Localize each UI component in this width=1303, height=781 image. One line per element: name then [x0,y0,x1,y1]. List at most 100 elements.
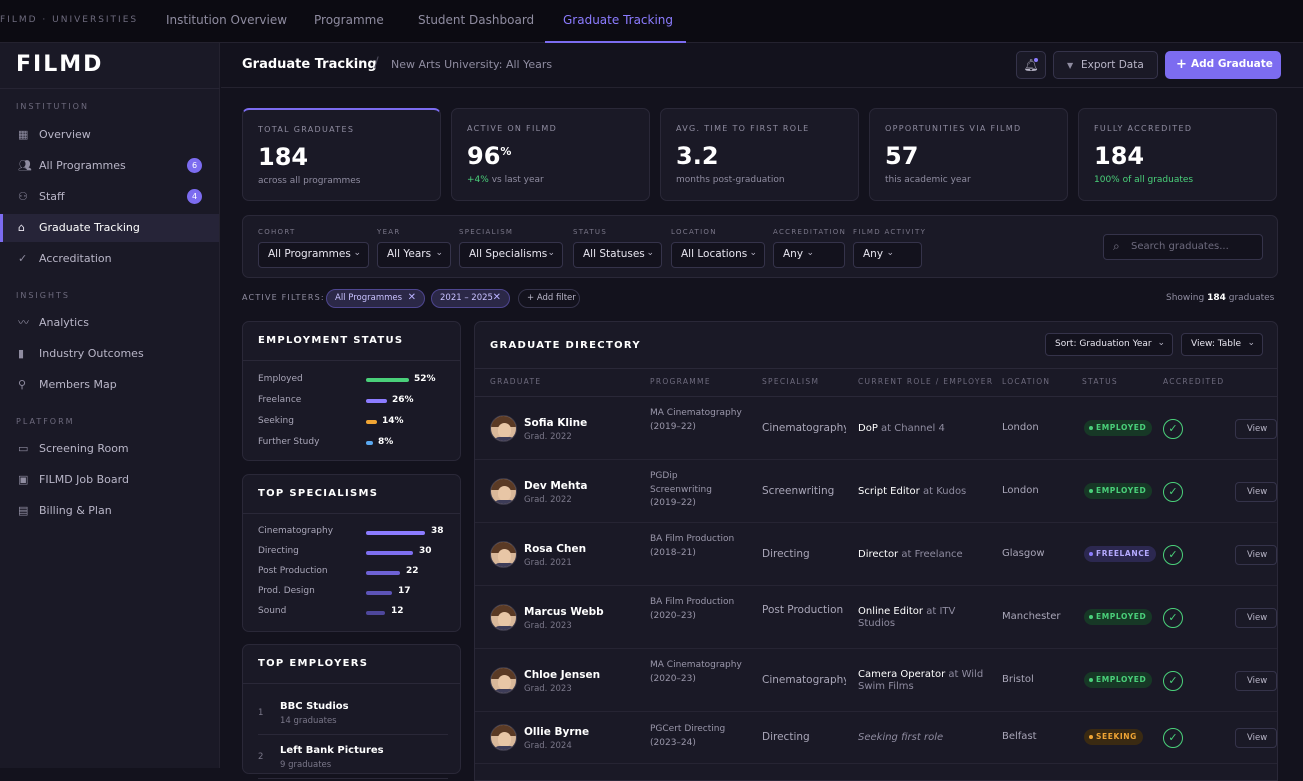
tab-institution-overview[interactable]: Institution Overview [166,13,288,27]
divider [243,513,460,514]
sidebar-item-screening-room[interactable]: ▭ Screening Room [0,435,219,463]
notifications-button[interactable]: 🔔︎ [1016,51,1046,79]
tab-programme[interactable]: Programme [314,13,384,27]
add-graduate-button[interactable]: + Add Graduate [1165,51,1281,79]
view-dropdown[interactable]: View: Table ⌄ [1181,333,1263,356]
table-row[interactable]: Sofia Kline Grad. 2022 MA Cinematography (… [475,397,1277,460]
stat-label: TOTAL GRADUATES [258,125,355,134]
sidebar-item-accreditation[interactable]: ✓ Accreditation [0,245,219,273]
table-row[interactable]: Chloe Jensen Grad. 2023 MA Cinematography … [475,649,1277,712]
employment-value: 26% [392,395,414,405]
specialism-bar [366,611,385,615]
close-icon[interactable]: ✕ [407,292,416,303]
current-role: DoP at Channel 4 [858,422,945,434]
tab-graduate-tracking[interactable]: Graduate Tracking [563,13,674,27]
programme-name: PGDip Screenwriting (2019–22) [650,471,712,508]
location: Bristol [1002,673,1034,685]
column-header-graduate[interactable]: GRADUATE [490,377,542,386]
view-button[interactable]: View [1235,728,1277,748]
status-badge: SEEKING [1084,729,1143,745]
location: Glasgow [1002,547,1045,559]
person-icon: ⚲ [18,378,27,391]
accreditation-select[interactable]: Any ⌄ [773,242,845,268]
employer-row[interactable]: 1 BBC Studios 14 graduates [258,695,448,735]
stat-sub: across all programmes [258,176,361,186]
stat-label: OPPORTUNITIES VIA FILMD [885,124,1022,133]
sidebar-item-graduate-tracking[interactable]: ⌂ Graduate Tracking [0,214,219,242]
cohort-select[interactable]: All Programmes ⌄ [258,242,369,268]
stat-label: ACTIVE ON FILMD [467,124,558,133]
table-row[interactable]: Rosa Chen Grad. 2021 BA Film Production (2… [475,523,1277,586]
graduate-name[interactable]: Marcus Webb [524,605,604,618]
sort-dropdown[interactable]: Sort: Graduation Year ⌄ [1045,333,1173,356]
filter-bar: COHORT All Programmes ⌄ YEAR All Years ⌄ S… [242,215,1278,278]
sidebar-item-job-board[interactable]: ▣ FILMD Job Board [0,466,219,494]
check-icon: ✓ [1163,728,1183,748]
check-icon: ✓ [1163,607,1183,628]
view-button[interactable]: View [1235,481,1277,502]
search-icon: ⌕ [1113,239,1120,253]
employment-row: Employed 52% [258,374,448,388]
graduate-name[interactable]: Rosa Chen [524,542,587,555]
specialism-label: Directing [258,546,299,556]
stat-value: 3.2 [676,142,719,170]
sidebar-item-members-map[interactable]: ⚲ Members Map [0,371,219,399]
specialism: Directing [762,547,810,560]
status-badge: EMPLOYED [1084,671,1153,688]
table-row[interactable]: Ollie Byrne Grad. 2024 PGCert Directing (2… [475,712,1277,764]
employer-row[interactable]: 2 Left Bank Pictures 9 graduates [258,739,448,779]
column-header-programme[interactable]: PROGRAMME [650,377,711,386]
sidebar-item-billing[interactable]: ▤ Billing & Plan [0,497,219,525]
location-select[interactable]: All Locations ⌄ [671,242,765,268]
view-button[interactable]: View [1235,418,1277,439]
graduate-name[interactable]: Sofia Kline [524,416,588,429]
search-input[interactable]: ⌕ Search graduates... [1103,234,1263,260]
filter-chip-programmes[interactable]: All Programmes ✕ [326,289,425,308]
filter-chip-years[interactable]: 2021 – 2025 ✕ [431,289,510,308]
view-button[interactable]: View [1235,670,1277,691]
table-row[interactable]: Dev Mehta Grad. 2022 PGDip Screenwriting (… [475,460,1277,523]
status-select[interactable]: All Statuses ⌄ [573,242,662,268]
view-button[interactable]: View [1235,607,1277,628]
add-filter-button[interactable]: + Add filter [518,289,580,308]
column-header-specialism[interactable]: SPECIALISM [762,377,820,386]
chevron-down-icon: ⌄ [646,248,654,258]
employment-bar [366,399,387,403]
sidebar-item-staff[interactable]: ⚇ Staff 4 [0,183,219,211]
graduate-name[interactable]: Chloe Jensen [524,668,601,681]
specialism-select[interactable]: All Specialisms ⌄ [459,242,563,268]
specialism: Cinematography [762,673,846,686]
column-header-role[interactable]: CURRENT ROLE / EMPLOYER [858,377,994,386]
chevron-down-icon: ⌄ [1157,338,1165,348]
sidebar-item-all-programmes[interactable]: 👥︎ All Programmes 6 [0,152,219,180]
logo: FILMD [16,52,104,77]
column-header-status[interactable]: STATUS [1082,377,1118,386]
sidebar-item-analytics[interactable]: 〰 Analytics [0,309,219,337]
employer-count: 14 graduates [280,716,337,726]
column-header-accredited[interactable]: ACCREDITED [1163,377,1225,386]
programme-name: MA Cinematography (2020–23) [650,660,742,684]
sidebar-item-overview[interactable]: ▦ Overview [0,121,219,149]
programme-name: BA Film Production (2020–23) [650,597,735,621]
location: Manchester [1002,610,1061,622]
line-chart-icon: 〰 [18,316,29,329]
tab-student-dashboard[interactable]: Student Dashboard [418,13,535,27]
graduate-name[interactable]: Dev Mehta [524,479,588,492]
stat-card-active-on-filmd: ACTIVE ON FILMD 96% +4% vs last year [451,108,650,201]
graduation-year: Grad. 2022 [524,494,572,505]
export-data-button[interactable]: ▼ Export Data [1053,51,1158,79]
column-header-location[interactable]: LOCATION [1002,377,1051,386]
view-button[interactable]: View [1235,544,1277,565]
status-badge: EMPLOYED [1084,419,1153,436]
sidebar-item-industry-outcomes[interactable]: ▮ Industry Outcomes [0,340,219,368]
results-count: Showing 184 graduates [1166,293,1275,303]
filmd-activity-select[interactable]: Any ⌄ [853,242,922,268]
current-role: Script Editor at Kudos [858,485,967,497]
table-row[interactable]: Marcus Webb Grad. 2023 BA Film Production … [475,586,1277,649]
year-select[interactable]: All Years ⌄ [377,242,451,268]
employer-name: Left Bank Pictures [280,745,384,756]
card-title: TOP SPECIALISMS [258,488,379,499]
graduate-name[interactable]: Ollie Byrne [524,726,590,738]
top-employers-card: TOP EMPLOYERS 1 BBC Studios 14 graduates… [242,644,461,779]
close-icon[interactable]: ✕ [492,292,501,303]
